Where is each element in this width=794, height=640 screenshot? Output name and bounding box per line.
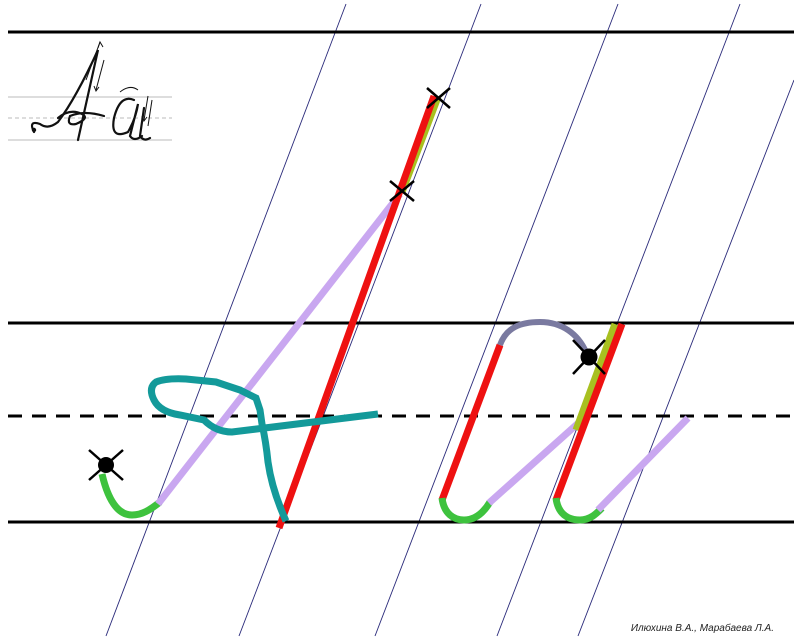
start-cross-icon [389, 180, 415, 202]
red-stroke [438, 343, 504, 502]
lilac-stroke [155, 191, 403, 507]
slant-guide [577, 79, 794, 637]
ruling-lines [8, 30, 794, 524]
capital-a [98, 94, 442, 530]
small-a-second [552, 322, 691, 524]
start-dot-icon [98, 457, 114, 473]
lilac-stroke [595, 415, 691, 513]
slant-guides [105, 3, 794, 637]
author-credit: Илюхина В.А., Марабаева Л.А. [630, 623, 774, 634]
teal-loop-stroke [147, 375, 379, 523]
small-a-first [438, 318, 589, 524]
green-hook-stroke [552, 497, 605, 524]
green-hook-stroke [98, 473, 163, 519]
slant-guide [374, 3, 619, 637]
start-cross-icon [426, 87, 451, 109]
slant-guide [238, 3, 482, 637]
green-hook-stroke [438, 497, 494, 524]
red-stroke [275, 94, 438, 530]
sample-letters [8, 40, 172, 142]
red-stroke [552, 322, 626, 502]
arc-stroke [497, 318, 589, 354]
start-dot-icon [580, 348, 598, 366]
lilac-stroke [486, 415, 587, 506]
slant-guide [105, 3, 347, 637]
slant-guide [496, 3, 741, 637]
olive-stroke [572, 322, 619, 432]
